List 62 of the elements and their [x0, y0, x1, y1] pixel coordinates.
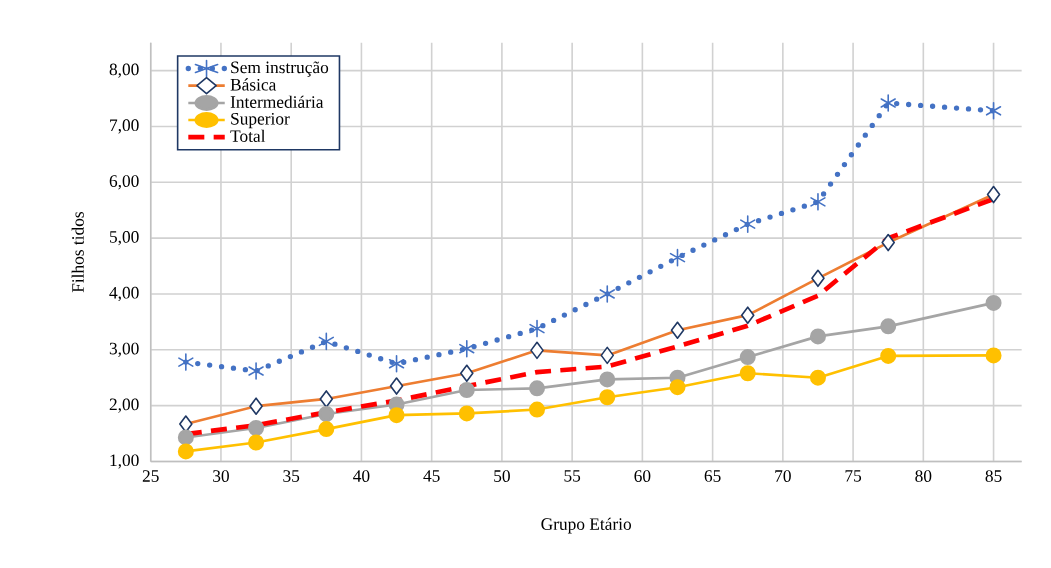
point	[318, 405, 335, 422]
point	[809, 369, 826, 386]
x-tick-label: 85	[985, 470, 1002, 482]
point	[810, 192, 826, 211]
y-tick-label: 1,00	[110, 454, 139, 469]
point	[985, 347, 1002, 364]
legend-label: Básica	[230, 78, 277, 91]
point	[529, 319, 545, 338]
x-tick-label: 65	[704, 470, 721, 482]
x-tick-label: 75	[845, 470, 862, 482]
point	[318, 421, 335, 438]
y-tick-label: 3,00	[109, 342, 139, 357]
point	[669, 379, 686, 396]
legend-label: Intermediária	[230, 95, 324, 108]
point	[739, 365, 756, 382]
x-tick-label: 40	[353, 470, 370, 482]
point	[388, 407, 405, 424]
x-tick-label: 60	[634, 470, 651, 482]
y-tick-label: 8,00	[109, 63, 139, 78]
y-tick-label: 7,00	[110, 119, 139, 134]
point	[599, 389, 616, 406]
x-tick-label: 45	[423, 470, 440, 482]
point	[458, 381, 475, 398]
point	[529, 380, 546, 397]
point	[880, 347, 897, 364]
point	[529, 401, 546, 418]
point	[985, 101, 1002, 120]
x-tick-label: 70	[775, 470, 791, 482]
y-tick-label: 5,00	[110, 230, 139, 246]
point	[248, 362, 264, 380]
point	[459, 339, 475, 358]
point	[248, 419, 265, 436]
y-tick-label: 6,00	[109, 175, 139, 190]
y-tick-label: 2,00	[109, 398, 139, 413]
point	[669, 248, 686, 267]
x-tick-label: 30	[213, 470, 229, 482]
x-tick-label: 50	[494, 470, 510, 482]
point	[880, 318, 897, 335]
point	[318, 332, 335, 351]
point	[177, 429, 194, 446]
y-axis-title: Filhos tidos	[71, 211, 84, 293]
x-tick-label: 35	[283, 470, 300, 482]
point	[177, 443, 194, 460]
y-tick-label: 4,00	[109, 286, 139, 301]
point	[739, 348, 756, 365]
point	[740, 215, 756, 233]
legend-label: Total	[230, 129, 266, 142]
x-tick-label: 55	[564, 470, 581, 482]
point	[809, 328, 826, 345]
point	[248, 434, 265, 451]
point	[599, 285, 615, 303]
legend-label: Superior	[231, 112, 290, 129]
point	[985, 294, 1002, 311]
x-tick-label: 25	[142, 470, 159, 482]
point	[458, 405, 475, 422]
point	[599, 371, 616, 388]
x-axis-title: Grupo Etário	[541, 517, 632, 534]
point	[178, 353, 194, 371]
legend-label: Sem instrução	[231, 61, 329, 77]
x-tick-label: 80	[915, 470, 932, 482]
point	[880, 94, 896, 112]
point	[388, 354, 405, 373]
